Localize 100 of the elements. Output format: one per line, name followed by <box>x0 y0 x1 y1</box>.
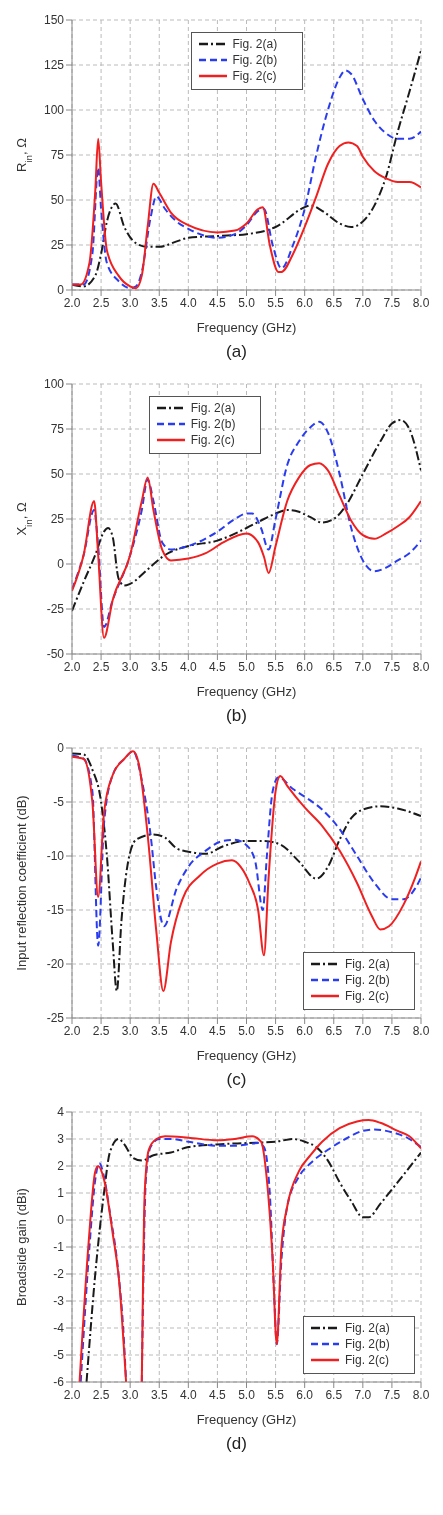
legend-label: Fig. 2(a) <box>232 37 278 51</box>
x-tick-label: 7.5 <box>383 1387 401 1402</box>
y-tick-label: -25 <box>46 602 65 617</box>
y-tick-label: 2 <box>57 1159 65 1174</box>
x-tick-label: 8.0 <box>412 295 430 310</box>
x-tick-label: 4.0 <box>179 659 197 674</box>
y-tick-label: 25 <box>50 238 65 253</box>
x-axis-title: Frequency (GHz) <box>196 320 297 335</box>
x-tick-label: 5.5 <box>267 295 285 310</box>
x-tick-label: 3.5 <box>150 659 168 674</box>
x-tick-label: 6.0 <box>296 295 314 310</box>
x-tick-label: 8.0 <box>412 659 430 674</box>
y-tick-label: 150 <box>43 13 65 28</box>
x-tick-label: 4.5 <box>209 295 227 310</box>
x-tick-label: 5.0 <box>238 659 256 674</box>
x-axis-title: Frequency (GHz) <box>196 1048 297 1063</box>
text: (a) <box>225 342 248 362</box>
x-tick-label: 3.0 <box>121 1023 139 1038</box>
legend-label: Fig. 2(a) <box>190 401 236 415</box>
legend-label: Fig. 2(c) <box>345 1353 390 1367</box>
x-tick-label: 4.5 <box>209 659 227 674</box>
x-tick-label: 8.0 <box>412 1023 430 1038</box>
x-tick-label: 5.0 <box>238 295 256 310</box>
x-tick-label: 7.0 <box>354 659 372 674</box>
y-tick-label: 100 <box>43 103 65 118</box>
x-tick-label: 2.0 <box>63 659 81 674</box>
x-tick-label: 4.0 <box>179 1023 197 1038</box>
y-tick-label: -5 <box>53 1348 65 1363</box>
x-tick-label: 3.5 <box>150 295 168 310</box>
x-tick-label: 6.5 <box>325 659 343 674</box>
x-tick-label: 7.0 <box>354 1387 372 1402</box>
x-axis-title: Frequency (GHz) <box>196 684 297 699</box>
x-tick-label: 4.5 <box>209 1023 227 1038</box>
x-tick-label: 6.0 <box>296 1023 314 1038</box>
y-tick-label: 0 <box>57 1213 65 1228</box>
y-tick-label: -15 <box>46 903 65 918</box>
x-tick-label: 6.0 <box>296 659 314 674</box>
x-tick-label: 7.0 <box>354 295 372 310</box>
x-tick-label: 7.0 <box>354 1023 372 1038</box>
x-tick-label: 4.5 <box>209 1387 227 1402</box>
x-tick-label: 7.5 <box>383 1023 401 1038</box>
x-tick-label: 2.0 <box>63 1023 81 1038</box>
legend-label: Fig. 2(b) <box>232 53 278 67</box>
text: (b) <box>225 706 248 726</box>
y-tick-label: 0 <box>57 557 65 572</box>
y-tick-label: -3 <box>53 1294 65 1309</box>
y-tick-label: 50 <box>50 193 65 208</box>
line-series <box>72 462 421 639</box>
y-tick-label: 75 <box>50 422 65 437</box>
x-tick-label: 5.5 <box>267 1387 285 1402</box>
x-tick-label: 5.5 <box>267 659 285 674</box>
x-tick-label: 2.5 <box>92 1023 110 1038</box>
x-tick-label: 6.5 <box>325 1023 343 1038</box>
y-tick-label: -25 <box>46 1011 65 1026</box>
legend-label: Fig. 2(c) <box>190 433 235 447</box>
y-tick-label: 75 <box>50 148 65 163</box>
legend-label: Fig. 2(b) <box>345 973 390 987</box>
y-tick-label: -10 <box>46 849 65 864</box>
y-tick-label: 125 <box>43 58 65 73</box>
y-tick-label: -4 <box>53 1321 65 1336</box>
x-tick-label: 3.0 <box>121 295 139 310</box>
y-tick-label: 1 <box>57 1186 65 1201</box>
y-tick-label: -2 <box>53 1267 65 1282</box>
x-tick-label: 6.0 <box>296 1387 314 1402</box>
x-tick-label: 4.0 <box>179 1387 197 1402</box>
x-tick-label: 6.5 <box>325 1387 343 1402</box>
x-tick-label: 3.0 <box>121 659 139 674</box>
legend-label: Fig. 2(c) <box>345 989 390 1003</box>
x-tick-label: 2.0 <box>63 1387 81 1402</box>
y-tick-label: -1 <box>53 1240 65 1255</box>
y-tick-label: 25 <box>50 512 65 527</box>
text: (d) <box>225 1434 248 1454</box>
y-tick-label: 0 <box>57 283 65 298</box>
y-tick-label: -6 <box>53 1375 65 1390</box>
legend-label: Fig. 2(b) <box>345 1337 390 1351</box>
x-tick-label: 8.0 <box>412 1387 430 1402</box>
x-tick-label: 5.5 <box>267 1023 285 1038</box>
y-tick-label: -20 <box>46 957 65 972</box>
legend-label: Fig. 2(a) <box>345 1321 390 1335</box>
x-tick-label: 5.0 <box>238 1387 256 1402</box>
text: (c) <box>225 1070 248 1090</box>
x-tick-label: 2.0 <box>63 295 81 310</box>
y-tick-label: 50 <box>50 467 65 482</box>
x-tick-label: 2.5 <box>92 295 110 310</box>
x-tick-label: 2.5 <box>92 1387 110 1402</box>
y-tick-label: -50 <box>46 647 65 662</box>
legend-label: Fig. 2(a) <box>345 957 390 971</box>
x-tick-label: 5.0 <box>238 1023 256 1038</box>
x-tick-label: 3.5 <box>150 1387 168 1402</box>
x-tick-label: 6.5 <box>325 295 343 310</box>
y-tick-label: -5 <box>53 795 65 810</box>
y-tick-label: 0 <box>57 741 65 756</box>
legend-label: Fig. 2(b) <box>190 417 236 431</box>
y-tick-label: 3 <box>57 1132 65 1147</box>
x-tick-label: 3.0 <box>121 1387 139 1402</box>
x-tick-label: 7.5 <box>383 659 401 674</box>
y-axis-title: Input reflection coefficient (dB) <box>14 795 29 971</box>
x-tick-label: 2.5 <box>92 659 110 674</box>
x-axis-title: Frequency (GHz) <box>196 1412 297 1427</box>
x-tick-label: 3.5 <box>150 1023 168 1038</box>
